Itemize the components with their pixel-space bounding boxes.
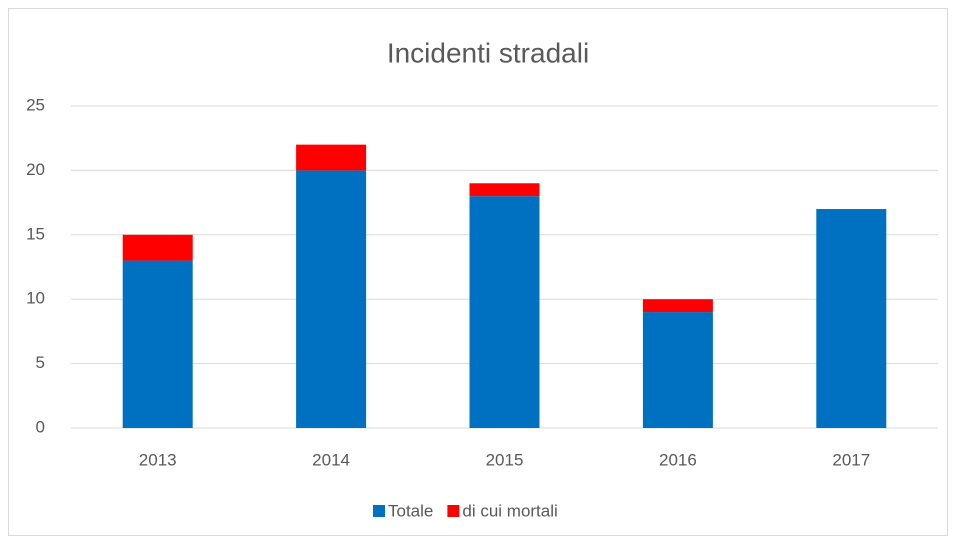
x-tick-label: 2016	[659, 450, 697, 469]
bar-segment	[816, 209, 887, 428]
bar-segment	[642, 299, 713, 313]
bar-segment	[296, 170, 367, 428]
x-tick-label: 2015	[486, 450, 524, 469]
x-tick-label: 2013	[139, 450, 177, 469]
legend-swatch	[447, 505, 460, 517]
bar-segment	[469, 183, 540, 197]
y-tick-label: 0	[36, 417, 45, 436]
bar-segment	[122, 260, 193, 428]
x-tick-label: 2017	[832, 450, 870, 469]
y-tick-label: 20	[26, 160, 45, 179]
y-tick-label: 10	[26, 289, 45, 308]
bar-segment	[296, 144, 367, 171]
legend-label: Totale	[388, 501, 433, 520]
legend-swatch	[373, 505, 385, 517]
y-tick-label: 25	[26, 95, 45, 114]
y-tick-label: 5	[36, 353, 45, 372]
x-tick-label: 2014	[312, 450, 350, 469]
bar-segment	[469, 196, 540, 428]
chart-title: Incidenti stradali	[387, 37, 589, 68]
legend-label: di cui mortali	[462, 501, 557, 520]
bar-segment	[122, 234, 193, 261]
bar-segment	[642, 312, 713, 428]
y-tick-label: 15	[26, 224, 45, 243]
